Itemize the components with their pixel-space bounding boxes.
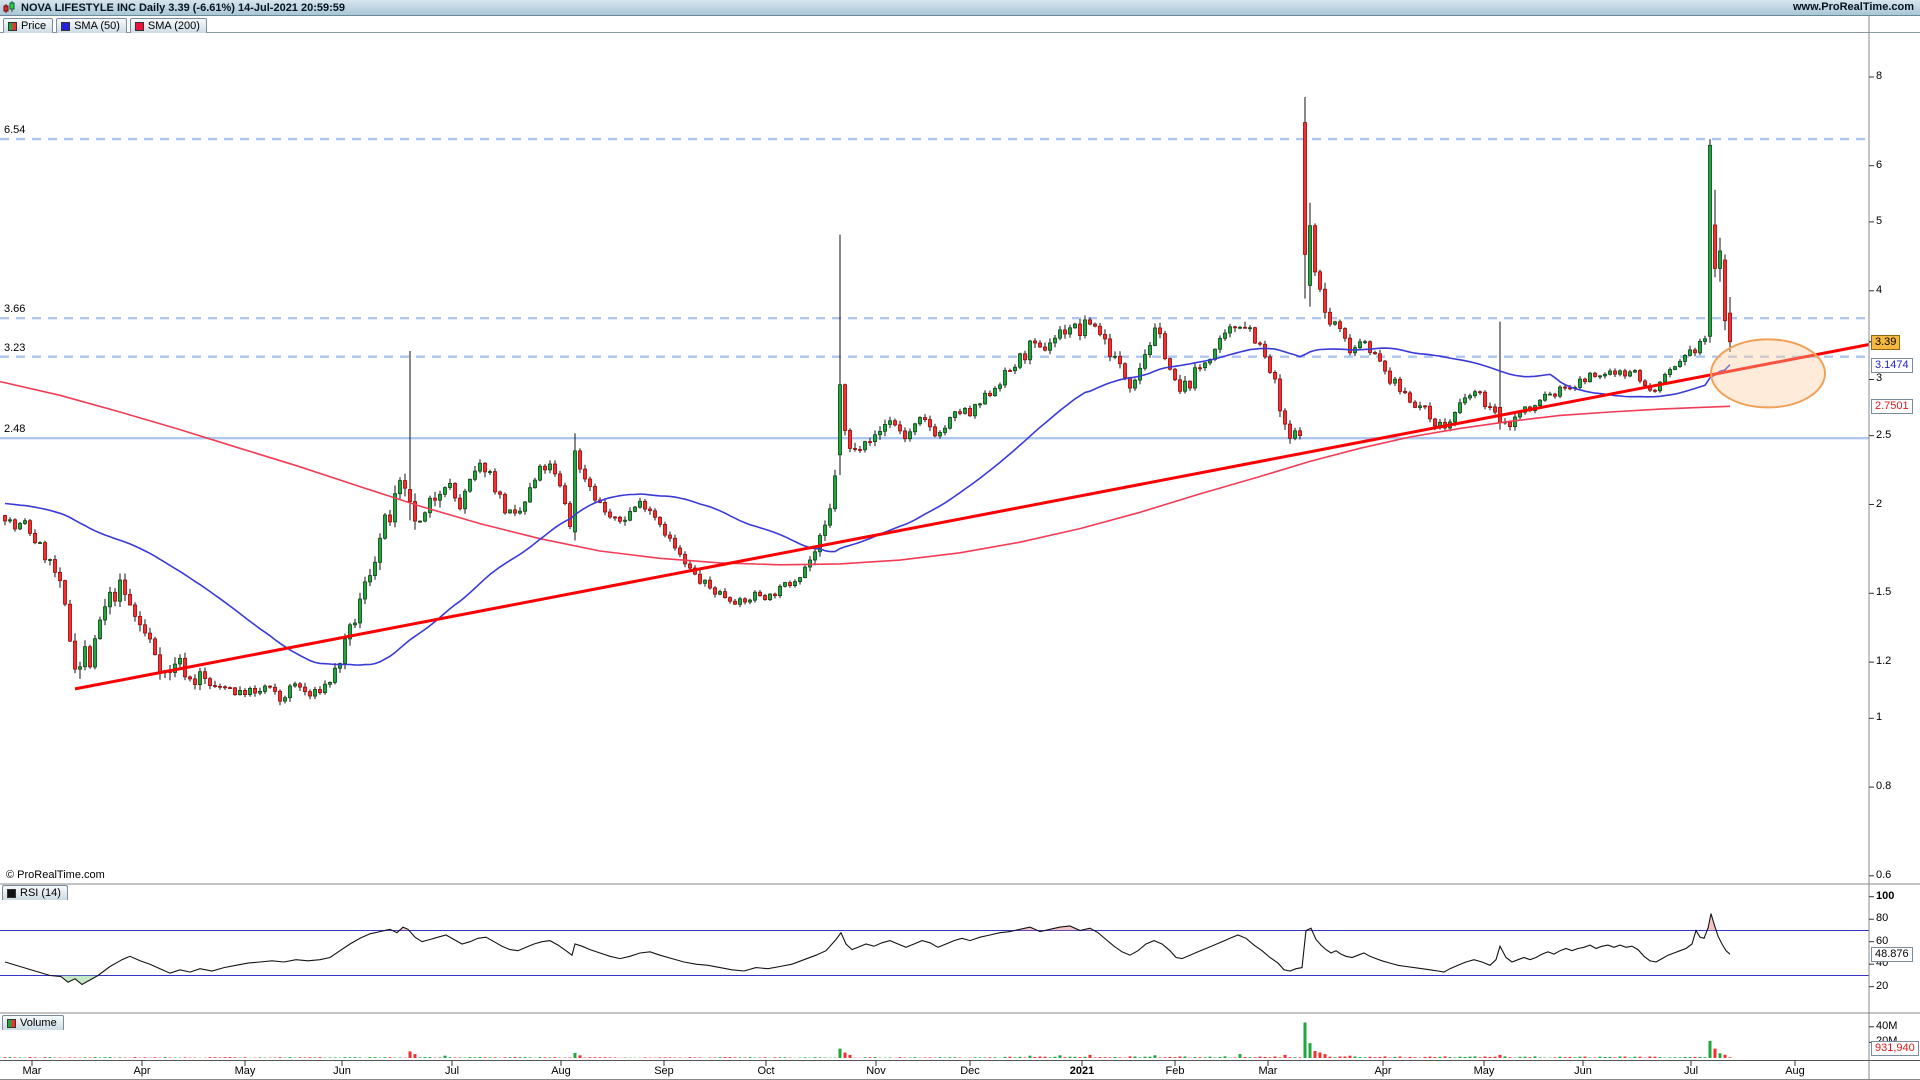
month-label: Mar — [22, 1065, 42, 1077]
rsi-swatch-icon — [7, 888, 16, 898]
window-title: NOVA LIFESTYLE INC Daily 3.39 (-6.61%) 1… — [21, 1, 346, 14]
price-axis-label: 0.8 — [1876, 780, 1892, 793]
price-candles-icon — [8, 21, 17, 31]
sma50-swatch-icon — [61, 21, 71, 31]
rsi-axis-label: 20 — [1876, 979, 1889, 992]
price-level-label: 3.66 — [4, 303, 26, 316]
sma200-value-tag: 2.7501 — [1871, 399, 1913, 415]
legend-tab-price-label: Price — [21, 20, 47, 32]
month-label: Dec — [960, 1065, 980, 1077]
month-label: Jul — [1683, 1065, 1699, 1077]
rsi-axis-label: 100 — [1876, 889, 1895, 902]
rsi-axis-label: 80 — [1876, 912, 1889, 925]
volume-pane-tab[interactable]: Volume — [2, 1015, 64, 1030]
legend-tab-sma200-label: SMA (200) — [147, 20, 200, 32]
rsi-value-tag: 48.876 — [1871, 947, 1913, 963]
rsi-pane-tab-label: RSI (14) — [20, 887, 61, 899]
sma200-swatch-icon — [134, 21, 144, 31]
volume-pane-tab-label: Volume — [20, 1017, 57, 1029]
legend-tab-sma200[interactable]: SMA (200) — [129, 18, 207, 33]
rsi-pane-tab[interactable]: RSI (14) — [2, 885, 68, 900]
price-axis-label: 1 — [1876, 711, 1883, 724]
month-label: Apr — [133, 1065, 151, 1077]
volume-swatch-icon — [7, 1018, 16, 1028]
price-axis-label: 2 — [1876, 497, 1883, 510]
month-label: May — [1473, 1065, 1495, 1077]
price-level-label: 3.23 — [4, 341, 26, 354]
month-label: Mar — [1258, 1065, 1278, 1077]
month-label: Feb — [1165, 1065, 1185, 1077]
volume-axis-label: 40M — [1876, 1019, 1898, 1032]
month-label: Aug — [1785, 1065, 1805, 1077]
month-label: Aug — [551, 1065, 571, 1077]
legend-tab-sma50-label: SMA (50) — [74, 20, 120, 32]
month-label: Oct — [757, 1065, 775, 1077]
month-label: Apr — [1374, 1065, 1392, 1077]
month-label: Nov — [866, 1065, 886, 1077]
volume-value-tag: 931,940 — [1871, 1041, 1919, 1056]
price-axis-label: 5 — [1876, 214, 1883, 227]
price-level-label: 2.48 — [4, 423, 26, 436]
legend-tab-sma50[interactable]: SMA (50) — [56, 18, 127, 33]
price-level-label: 6.54 — [4, 124, 26, 137]
price-axis-label: 4 — [1876, 283, 1883, 296]
price-axis-label: 3 — [1876, 372, 1883, 385]
month-label: Jun — [1574, 1065, 1592, 1077]
watermark: © ProRealTime.com — [6, 869, 105, 881]
month-label: Sep — [654, 1065, 674, 1077]
price-axis-label: 1.2 — [1876, 655, 1892, 668]
indicator-legend: Price SMA (50) SMA (200) — [0, 17, 1920, 33]
rsi-axis-label: 60 — [1876, 934, 1889, 947]
chart-icon — [3, 1, 16, 14]
price-axis-label: 6 — [1876, 158, 1883, 171]
last-price-tag: 3.39 — [1871, 334, 1901, 350]
month-label: Jul — [444, 1065, 460, 1077]
title-bar: NOVA LIFESTYLE INC Daily 3.39 (-6.61%) 1… — [0, 0, 1920, 16]
price-axis-label: 8 — [1876, 70, 1883, 82]
month-label: 2021 — [1069, 1065, 1095, 1077]
month-label: Jun — [333, 1065, 351, 1077]
price-axis-label: 1.5 — [1876, 586, 1892, 599]
price-axis-label: 2.5 — [1876, 428, 1892, 441]
price-axis-label: 0.6 — [1876, 868, 1892, 881]
prorealtime-site-link[interactable]: www.ProRealTime.com — [1792, 1, 1914, 13]
legend-tab-price[interactable]: Price — [3, 18, 54, 33]
month-label: May — [234, 1065, 256, 1077]
sma50-value-tag: 3.1474 — [1871, 357, 1913, 373]
